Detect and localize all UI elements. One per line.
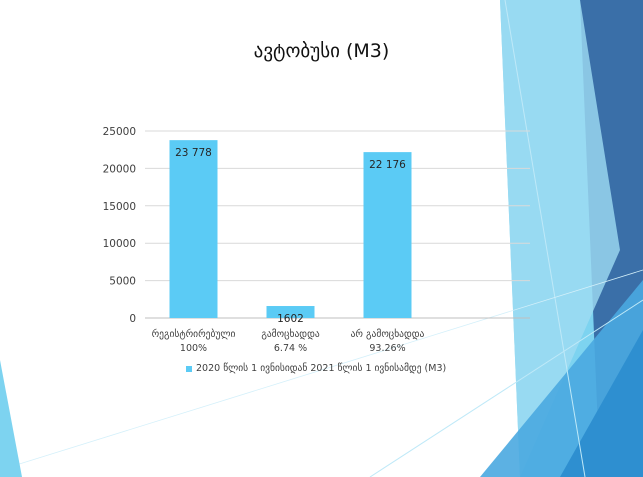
deco-left-triangle <box>0 360 22 477</box>
y-tick-label: 20000 <box>103 163 136 175</box>
x-category-label: რეგისტრირებული <box>152 329 236 340</box>
bar-data-label: 22 176 <box>369 159 406 171</box>
x-category-label: არ გამოცხადდა <box>351 329 425 340</box>
x-category-sublabel: 93.26% <box>369 343 405 354</box>
y-tick-label: 0 <box>129 313 136 325</box>
deco-line-1 <box>504 0 586 477</box>
chart-title: ავტობუსი (M3) <box>253 40 390 62</box>
bar <box>363 152 412 318</box>
y-tick-label: 15000 <box>103 201 136 213</box>
deco-right-mid-panel <box>500 0 620 477</box>
legend-label: 2020 წლის 1 ივნისიდან 2021 წლის 1 ივნისა… <box>196 363 447 374</box>
x-category-sublabel: 6.74 % <box>274 343 307 354</box>
bar <box>266 306 315 318</box>
deco-line-2 <box>369 299 643 477</box>
x-category-sublabel: 100% <box>180 343 207 354</box>
y-tick-label: 10000 <box>103 238 136 250</box>
y-tick-label: 25000 <box>103 126 136 138</box>
bar <box>169 140 218 318</box>
y-tick-label: 5000 <box>109 276 136 288</box>
chart-legend: 2020 წლის 1 ივნისიდან 2021 წლის 1 ივნისა… <box>186 363 446 374</box>
bar-data-label: 23 778 <box>175 147 212 159</box>
deco-line-3 <box>0 269 643 471</box>
x-category-label: გამოცხადდა <box>261 329 320 340</box>
bar-data-label: 1602 <box>277 313 304 325</box>
deco-bottom-dark-triangle <box>560 330 643 477</box>
legend-swatch <box>186 365 192 372</box>
